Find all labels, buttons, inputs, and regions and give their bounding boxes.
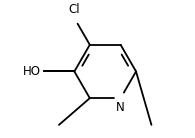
Text: Cl: Cl [69,3,80,16]
Text: N: N [116,101,125,114]
Text: HO: HO [23,65,41,78]
